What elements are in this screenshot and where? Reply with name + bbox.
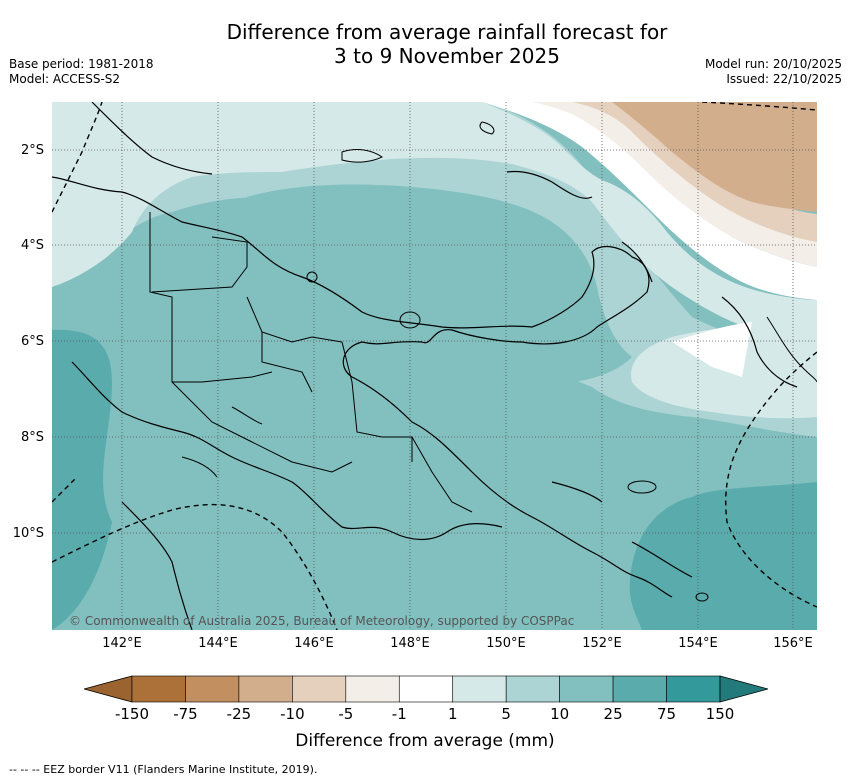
colorbar-tick-label: -1 bbox=[391, 705, 407, 723]
lon-label-156e: 156°E bbox=[773, 636, 813, 651]
region-1-5-east bbox=[631, 325, 817, 419]
lon-label-154e: 154°E bbox=[678, 636, 718, 651]
lat-label-10s: 10°S bbox=[12, 526, 44, 541]
region-1-5-upper bbox=[52, 102, 817, 342]
colorbar-tick-label: -5 bbox=[338, 705, 354, 723]
lon-label-142e: 142°E bbox=[102, 636, 142, 651]
lat-label-4s: 4°S bbox=[20, 238, 44, 253]
meta-left: Base period: 1981-2018 Model: ACCESS-S2 bbox=[9, 57, 154, 87]
title-line-1: Difference from average rainfall forecas… bbox=[226, 20, 668, 44]
colorbar-segment bbox=[666, 675, 721, 703]
lat-label-6s: 6°S bbox=[20, 334, 44, 349]
colorbar-segment bbox=[559, 675, 614, 703]
colorbar-segment bbox=[292, 675, 347, 703]
colorbar-tick-label: 10 bbox=[550, 705, 570, 723]
lon-label-144e: 144°E bbox=[198, 636, 238, 651]
region-neg-10-25 bbox=[612, 102, 817, 212]
eez-border-east bbox=[725, 351, 817, 608]
model-run-text: Model run: 20/10/2025 bbox=[704, 57, 842, 71]
colorbar-tick-label: -75 bbox=[173, 705, 198, 723]
colorbar-tick-label: 75 bbox=[656, 705, 677, 723]
colorbar-tick-label: 5 bbox=[501, 705, 511, 723]
chart-title: Difference from average rainfall forecas… bbox=[0, 20, 850, 68]
region-10-25-central bbox=[242, 184, 632, 384]
base-period-text: Base period: 1981-2018 bbox=[9, 57, 154, 71]
colorbar-segment bbox=[131, 675, 186, 703]
colorbar-segment bbox=[452, 675, 507, 703]
colorbar-label: Difference from average (mm) bbox=[295, 731, 555, 751]
map-canvas bbox=[52, 102, 817, 630]
colorbar-segment bbox=[612, 675, 667, 703]
colorbar-tick-label: -25 bbox=[226, 705, 252, 723]
lat-label-2s: 2°S bbox=[20, 143, 44, 158]
lon-label-148e: 148°E bbox=[390, 636, 430, 651]
colorbar-tick-label: 1 bbox=[447, 705, 458, 723]
rainfall-map bbox=[52, 102, 817, 630]
issued-text: Issued: 22/10/2025 bbox=[726, 72, 842, 86]
eez-border-southwest bbox=[52, 476, 78, 503]
colorbar-segment bbox=[505, 675, 560, 703]
colorbar-segment bbox=[185, 675, 240, 703]
region-neutral-patch bbox=[672, 322, 752, 377]
islands bbox=[181, 121, 817, 602]
model-text: Model: ACCESS-S2 bbox=[9, 72, 121, 86]
copyright-text: © Commonwealth of Australia 2025, Bureau… bbox=[69, 614, 575, 628]
lat-label-8s: 8°S bbox=[20, 430, 44, 445]
region-neg-5-10-band bbox=[572, 102, 817, 242]
eez-border-northeast bbox=[701, 102, 817, 111]
eez-footnote: -- -- -- EEZ border V11 (Flanders Marine… bbox=[9, 763, 318, 776]
colorbar bbox=[84, 674, 768, 704]
colorbar-segment bbox=[398, 675, 454, 703]
colorbar-svg bbox=[84, 675, 768, 703]
colorbar-tick-label: -10 bbox=[280, 705, 305, 723]
colorbar-tick-label: 25 bbox=[603, 705, 623, 723]
colorbar-tick-label: -150 bbox=[114, 705, 150, 723]
colorbar-tick-label: 150 bbox=[705, 705, 735, 723]
province-borders bbox=[149, 212, 473, 513]
colorbar-under-triangle bbox=[84, 675, 133, 703]
region-neutral-band bbox=[482, 102, 817, 300]
lon-label-146e: 146°E bbox=[294, 636, 334, 651]
eez-border-south bbox=[52, 503, 338, 630]
title-line-2: 3 to 9 November 2025 bbox=[334, 44, 560, 68]
graticule bbox=[52, 102, 817, 630]
coastline bbox=[52, 102, 798, 630]
colorbar-over-triangle bbox=[719, 675, 768, 703]
meta-right: Model run: 20/10/2025 Issued: 22/10/2025 bbox=[705, 57, 842, 87]
colorbar-segment bbox=[345, 675, 400, 703]
lon-label-150e: 150°E bbox=[486, 636, 526, 651]
colorbar-segment bbox=[238, 675, 293, 703]
region-25-75-west bbox=[52, 329, 112, 630]
region-25-75-southeast bbox=[629, 482, 817, 630]
lon-label-152e: 152°E bbox=[582, 636, 622, 651]
eez-border-west bbox=[52, 102, 103, 213]
region-neg-1-5-band bbox=[532, 102, 817, 267]
